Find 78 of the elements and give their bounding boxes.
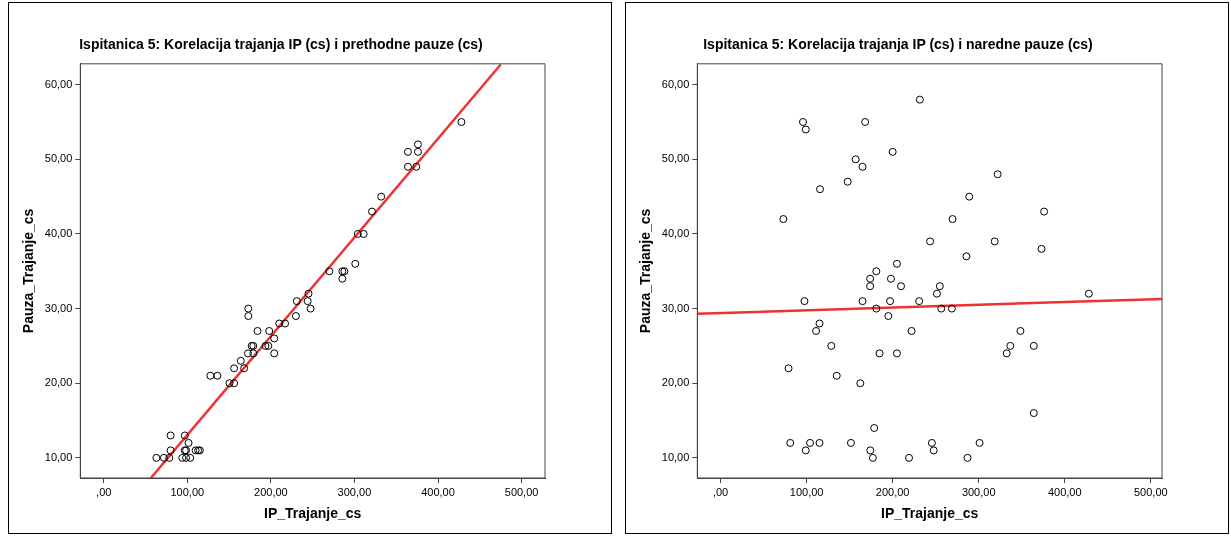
point bbox=[292, 297, 301, 306]
point bbox=[413, 140, 422, 149]
x-tick-label: 100,00 bbox=[170, 485, 205, 498]
point bbox=[403, 147, 412, 156]
point bbox=[253, 326, 262, 335]
point bbox=[165, 453, 174, 462]
point bbox=[304, 289, 313, 298]
point bbox=[281, 319, 290, 328]
x-tick-label: 100,00 bbox=[789, 485, 824, 498]
y-tick-label: 60,00 bbox=[661, 77, 690, 90]
y-tick-label: 10,00 bbox=[44, 450, 73, 463]
point bbox=[270, 349, 279, 358]
x-axis-title: IP_Trajanje_cs bbox=[264, 505, 362, 522]
point bbox=[291, 312, 300, 321]
point bbox=[306, 304, 315, 313]
point bbox=[261, 341, 270, 350]
point bbox=[368, 207, 376, 216]
point bbox=[184, 438, 193, 447]
y-tick-label: 20,00 bbox=[661, 376, 690, 389]
x-tick-label: 200,00 bbox=[875, 485, 910, 498]
y-tick-label: 50,00 bbox=[44, 152, 73, 165]
point bbox=[338, 274, 347, 283]
x-tick-label: 200,00 bbox=[254, 485, 288, 498]
point bbox=[191, 446, 200, 455]
point bbox=[351, 259, 360, 268]
point bbox=[249, 349, 258, 358]
point bbox=[152, 453, 161, 462]
x-tick-label: ,00 bbox=[712, 485, 729, 498]
point bbox=[166, 431, 175, 440]
point bbox=[403, 162, 412, 171]
point bbox=[413, 147, 422, 156]
point bbox=[275, 319, 284, 328]
x-tick-label: 400,00 bbox=[421, 485, 455, 498]
x-tick-label: ,00 bbox=[96, 485, 112, 498]
y-tick-label: 10,00 bbox=[661, 450, 690, 463]
y-tick-label: 50,00 bbox=[661, 152, 690, 165]
point bbox=[186, 453, 195, 462]
point bbox=[230, 364, 239, 373]
point bbox=[244, 304, 253, 313]
y-tick-label: 60,00 bbox=[44, 77, 73, 90]
point bbox=[182, 453, 191, 462]
point bbox=[243, 349, 252, 358]
x-axis-title: IP_Trajanje_cs bbox=[881, 505, 979, 522]
point bbox=[225, 379, 234, 388]
y-tick-label: 30,00 bbox=[44, 301, 73, 314]
point bbox=[206, 371, 215, 380]
y-tick-label: 20,00 bbox=[44, 376, 73, 389]
x-tick-label: 300,00 bbox=[961, 485, 996, 498]
point bbox=[303, 297, 312, 306]
point bbox=[236, 356, 245, 365]
y-axis-title: Pauza_Trajanje_cs bbox=[20, 208, 37, 334]
x-tick-label: 500,00 bbox=[1133, 485, 1168, 498]
point bbox=[457, 118, 466, 127]
point bbox=[359, 229, 368, 238]
point bbox=[240, 364, 249, 373]
point bbox=[270, 334, 279, 343]
x-tick-label: 400,00 bbox=[1047, 485, 1082, 498]
point bbox=[265, 326, 274, 335]
x-tick-label: 500,00 bbox=[504, 485, 539, 498]
point bbox=[377, 192, 386, 201]
point bbox=[353, 229, 362, 238]
point bbox=[166, 446, 175, 455]
y-axis-title: Pauza_Trajanje_cs bbox=[637, 208, 654, 334]
chart-title: Ispitanica 5: Korelacija trajanja IP (cs) i naredne pauze (cs) bbox=[703, 36, 1093, 53]
point bbox=[230, 379, 239, 388]
point bbox=[244, 312, 253, 321]
y-tick-label: 30,00 bbox=[661, 301, 690, 314]
chart-title: Ispitanica 5: Korelacija trajanja IP (cs) i prethodne pauze (cs) bbox=[79, 36, 483, 53]
x-tick-label: 300,00 bbox=[337, 485, 372, 498]
point bbox=[412, 162, 421, 171]
point bbox=[180, 431, 189, 440]
point bbox=[264, 341, 273, 350]
y-tick-label: 40,00 bbox=[44, 226, 73, 239]
point bbox=[178, 453, 187, 462]
point bbox=[159, 453, 168, 462]
y-tick-label: 40,00 bbox=[661, 226, 690, 239]
point bbox=[325, 267, 334, 276]
point bbox=[213, 371, 222, 380]
